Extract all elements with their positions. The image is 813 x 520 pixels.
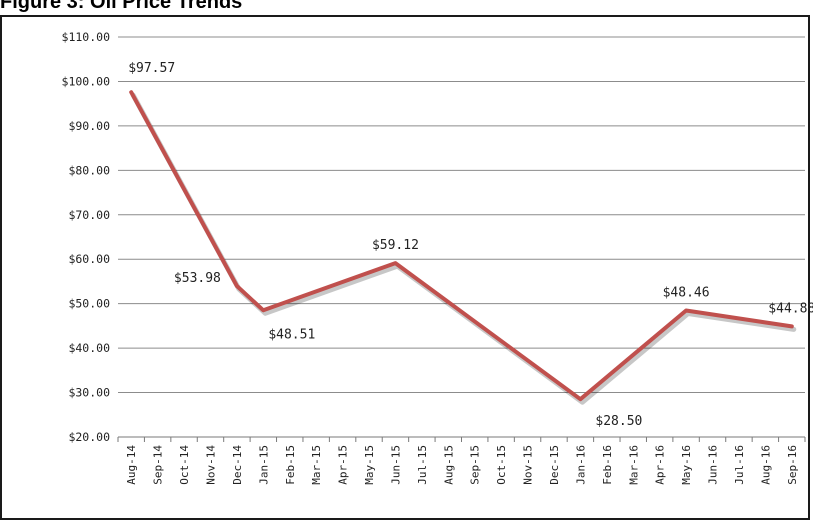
y-tick-label: $60.00 (68, 252, 110, 266)
x-tick-label: Jul-16 (733, 445, 746, 485)
x-tick-label: Jul-15 (416, 445, 429, 485)
y-tick-label: $80.00 (68, 163, 110, 177)
x-tick-label: Sep-14 (152, 445, 165, 485)
y-tick-label: $40.00 (68, 341, 110, 355)
series-line-shadow (130, 92, 797, 405)
x-tick-label: Jan-15 (257, 445, 270, 485)
x-tick-label: Nov-15 (522, 445, 535, 485)
y-tick-label: $110.00 (62, 30, 111, 44)
data-label: $48.51 (268, 327, 315, 342)
y-axis-labels: $20.00 $30.00 $40.00 $50.00 $60.00 $70.00 $80.… (62, 30, 111, 444)
x-tick-label: Jun-16 (707, 445, 720, 485)
figure-title: Figure 3: Oil Price Trends (0, 0, 243, 13)
x-axis: Aug-14 Sep-14 Oct-14 Nov-14 Dec-14 Jan-15 Feb-… (117, 436, 806, 485)
x-tick-label: May-16 (680, 445, 693, 485)
x-tick-label: Sep-16 (786, 445, 799, 485)
data-label: $44.88 (768, 301, 813, 316)
y-tick-label: $100.00 (62, 74, 111, 88)
x-tick-label: Feb-15 (284, 445, 297, 485)
x-tick-label: Oct-15 (495, 445, 508, 485)
x-tick-label: Sep-15 (469, 445, 482, 485)
y-tick-label: $90.00 (68, 119, 110, 133)
series-line (129, 90, 794, 402)
x-tick-label: Dec-15 (548, 445, 561, 485)
data-label: $97.57 (128, 61, 175, 76)
data-label: $59.12 (372, 238, 419, 253)
x-tick-label: Aug-15 (442, 445, 455, 485)
x-tick-label: Oct-14 (178, 445, 191, 485)
x-tick-label: Aug-16 (759, 445, 772, 485)
data-label: $53.98 (174, 271, 221, 286)
x-tick-label: Jan-16 (574, 445, 587, 485)
x-tick-label: Nov-14 (204, 445, 217, 485)
x-tick-label: Mar-16 (627, 445, 640, 485)
data-label: $48.46 (663, 286, 710, 301)
x-tick-label: Jun-15 (389, 445, 402, 485)
y-tick-label: $20.00 (68, 430, 110, 444)
x-tick-label: Aug-14 (125, 445, 138, 485)
x-tick-label: Feb-16 (601, 445, 614, 485)
x-tick-label: Apr-16 (654, 445, 667, 485)
x-tick-label: May-15 (363, 445, 376, 485)
data-labels: $97.57 $53.98 $48.51 $59.12 $28.50 $48.46 $44.… (128, 61, 813, 429)
x-tick-label: Mar-15 (310, 445, 323, 485)
y-tick-label: $30.00 (68, 386, 110, 400)
gridlines (118, 36, 805, 394)
y-tick-label: $70.00 (68, 208, 110, 222)
x-tick-label: Dec-14 (231, 445, 244, 485)
x-tick-label: Apr-15 (337, 445, 350, 485)
data-label: $28.50 (595, 414, 642, 429)
series-layer (129, 90, 797, 405)
y-tick-label: $50.00 (68, 297, 110, 311)
